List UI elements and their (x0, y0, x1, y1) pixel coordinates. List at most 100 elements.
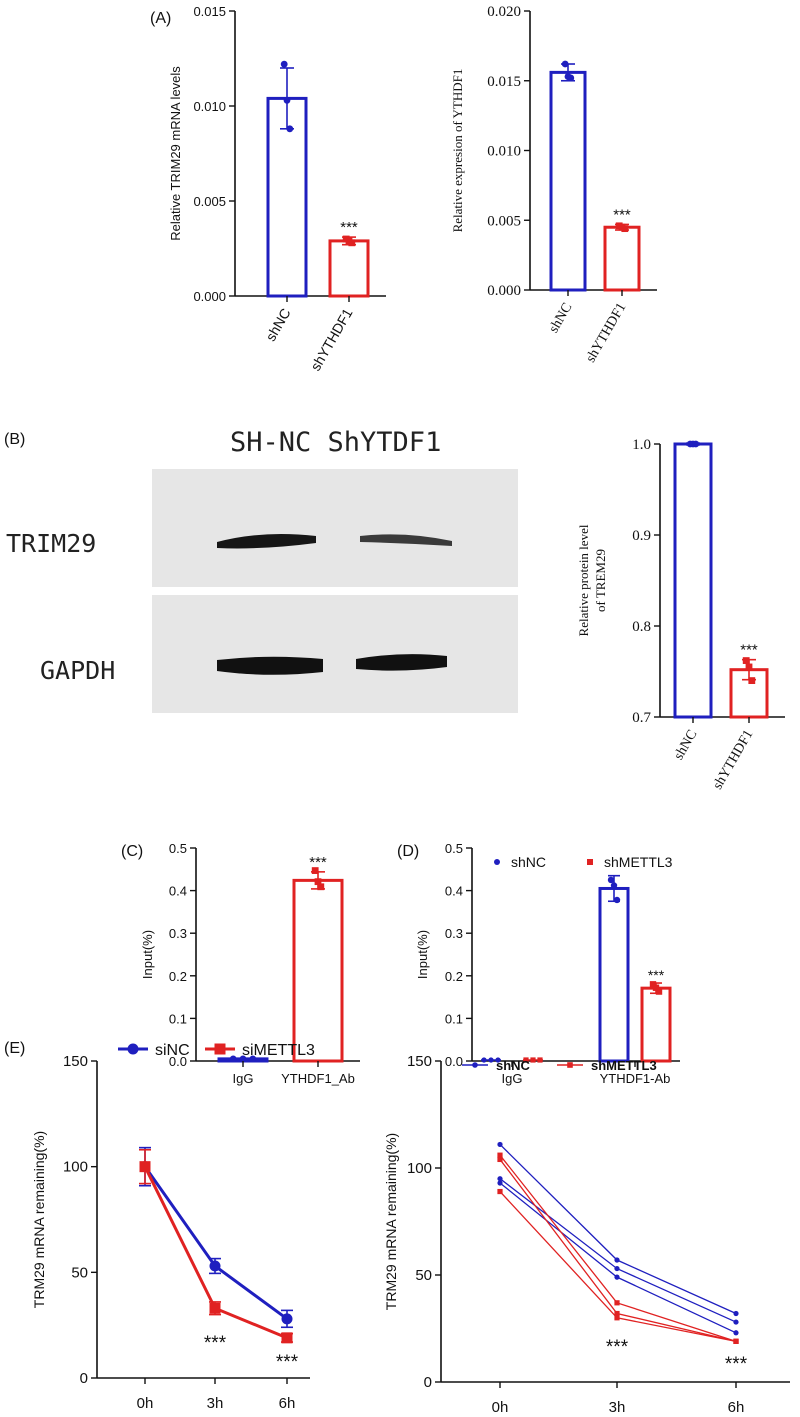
bar-shNC-YTHDF1-Ab (598, 886, 630, 1063)
data-point (488, 1057, 494, 1063)
x-tick-label: 3h (609, 1399, 626, 1416)
significance-marker: *** (309, 854, 327, 871)
blot-band-gapdh-shnc (217, 656, 323, 675)
chart-c-y-tick-label: 0.3 (169, 926, 187, 941)
chart-e1-y-axis-label: TRM29 mRNA remaining(%) (31, 1131, 47, 1308)
legend-label-shNC: shNC (511, 854, 546, 870)
chart-d-y-tick-label: 0.1 (445, 1011, 463, 1026)
panel-label-c: (C) (121, 843, 143, 860)
chart-a1-y-tick-label: 0.015 (193, 4, 226, 19)
data-point (249, 1055, 257, 1063)
data-point-shMETTL3 (614, 1310, 620, 1317)
x-tick-label: shNC (672, 728, 701, 763)
chart-c-y-axis-label: Input(%) (140, 930, 155, 979)
data-point (317, 883, 325, 891)
data-point-siMETTL3 (139, 1161, 151, 1173)
data-point-shNC (733, 1310, 739, 1317)
x-tick-label: 6h (279, 1395, 296, 1412)
significance-marker: *** (648, 967, 665, 983)
data-point (348, 239, 356, 247)
chart-a2-y-tick-label: 0.020 (487, 4, 521, 20)
chart-e2-y-tick-label: 0 (424, 1374, 432, 1391)
chart-e2-y-tick-label: 50 (415, 1267, 432, 1284)
chart-b: 0.7 0.8 0.9 1.0 Relative protein level of TRE… (576, 437, 785, 792)
data-point (286, 125, 294, 133)
data-point-siNC (281, 1313, 293, 1325)
chart-e2: 0 50 100 150 TRM29 mRNA remaining(%) 0h 3h *** 6… (383, 1053, 790, 1416)
data-point-siNC (209, 1260, 221, 1272)
chart-d-y-tick-label: 0.0 (445, 1054, 463, 1069)
significance-marker: *** (725, 1354, 748, 1375)
legend-label-shNC: shNC (496, 1058, 531, 1073)
data-point-shNC (497, 1141, 503, 1148)
x-tick-label: YTHDF1_Ab (281, 1071, 355, 1086)
x-tick-label: 6h (728, 1399, 745, 1416)
chart-c-y-tick-label: 0.4 (169, 884, 187, 899)
data-point (311, 867, 319, 874)
chart-b-y-tick-label: 0.7 (632, 710, 651, 726)
chart-c-y-tick-label: 0.5 (169, 841, 187, 856)
chart-e1-y-tick-label: 150 (63, 1053, 88, 1070)
x-tick-label: 0h (492, 1399, 509, 1416)
data-point (567, 74, 575, 82)
chart-e2-y-axis-label: TRM29 mRNA remaining(%) (383, 1133, 399, 1310)
legend-marker-siNC (127, 1043, 139, 1055)
data-point-siMETTL3 (209, 1302, 221, 1314)
bar-YTHDF1_Ab (292, 878, 344, 1063)
x-tick-label: IgG (502, 1071, 523, 1086)
legend-marker-shMETTL3 (587, 859, 593, 865)
legend-marker-shMETTL3 (567, 1062, 573, 1068)
data-point-shNC (497, 1180, 503, 1186)
panel-label-e: (E) (4, 1040, 25, 1057)
data-point (742, 657, 750, 664)
significance-marker: *** (606, 1337, 629, 1358)
chart-d-y-tick-label: 0.5 (445, 841, 463, 856)
data-point (649, 981, 657, 988)
data-point (610, 882, 618, 889)
data-point (523, 1057, 529, 1063)
bar-shYTHDF1 (603, 225, 641, 292)
data-point (537, 1057, 543, 1063)
data-point (229, 1055, 237, 1063)
series-line-siNC (143, 1165, 288, 1321)
chart-a2-y-tick-label: 0.000 (487, 283, 521, 299)
chart-b-y-tick-label: 0.8 (632, 619, 651, 635)
blot-membrane-trim29 (152, 469, 518, 587)
data-point (239, 1055, 247, 1063)
data-point-shMETTL3 (614, 1315, 620, 1321)
panel-label-a: (A) (150, 10, 171, 27)
data-point (655, 988, 663, 995)
chart-a2: 0.000 0.005 0.010 0.015 0.020 Relative expres… (450, 4, 657, 365)
x-tick-label: YTHDF1-Ab (600, 1071, 671, 1086)
data-point-shNC (614, 1265, 620, 1272)
blot-band-trim29-shnc (217, 534, 316, 549)
chart-a1-y-tick-label: 0.005 (193, 194, 226, 209)
data-point (613, 896, 621, 904)
panel-label-b: (B) (4, 431, 25, 448)
data-point-shNC (614, 1257, 620, 1263)
x-tick-label: shYTHDF1 (583, 301, 629, 366)
chart-e2-y-tick-label: 100 (407, 1160, 432, 1177)
data-point-shMETTL3 (733, 1338, 739, 1344)
bar-shNC (549, 70, 587, 292)
chart-e2-y-tick-label: 150 (407, 1053, 432, 1070)
chart-c-y-tick-label: 0.0 (169, 1054, 187, 1069)
chart-d: 0.0 0.1 0.2 0.3 0.4 0.5 Input(%) IgG *** YTHDF1-A… (415, 841, 680, 1086)
legend-label-siMETTL3: siMETTL3 (242, 1042, 315, 1059)
data-point (692, 440, 700, 448)
data-point-shMETTL3 (614, 1300, 620, 1306)
data-point (280, 60, 288, 68)
data-point-shMETTL3 (497, 1156, 503, 1163)
chart-d-y-axis-label: Input(%) (415, 930, 430, 979)
significance-marker: *** (204, 1333, 227, 1354)
significance-marker: *** (340, 219, 358, 236)
data-point (481, 1057, 487, 1063)
x-tick-label: 3h (207, 1395, 224, 1412)
bar-shMETTL3-YTHDF1-Ab (640, 986, 672, 1063)
data-point (748, 677, 756, 684)
x-tick-label: shNC (547, 301, 576, 336)
chart-a2-y-tick-label: 0.010 (487, 144, 521, 160)
bar-shYTHDF1 (328, 239, 370, 298)
legend-marker-siMETTL3 (214, 1043, 226, 1055)
